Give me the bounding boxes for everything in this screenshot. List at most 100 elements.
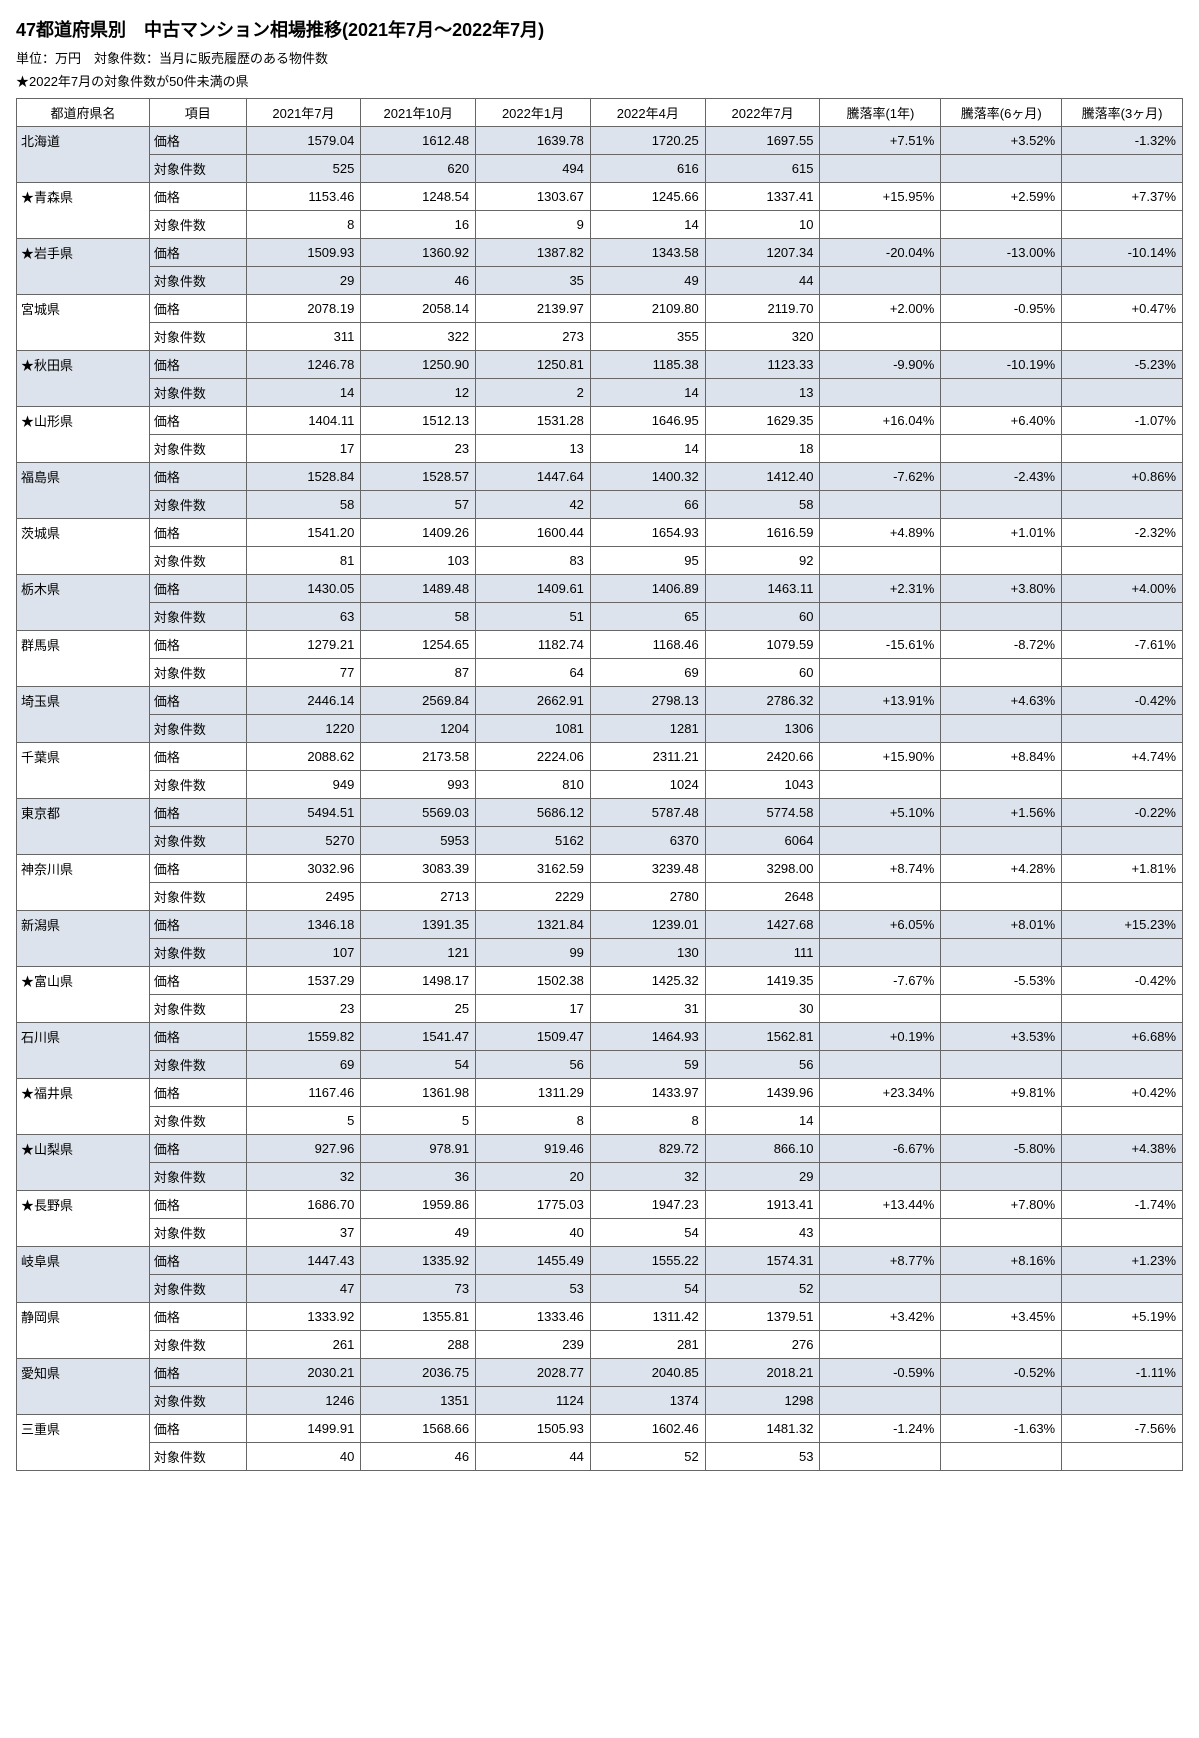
rate-cell-empty bbox=[1062, 715, 1183, 743]
count-cell: 54 bbox=[590, 1275, 705, 1303]
rate-cell: -7.56% bbox=[1062, 1415, 1183, 1443]
rate-cell: -0.22% bbox=[1062, 799, 1183, 827]
price-cell: 1509.93 bbox=[246, 239, 361, 267]
price-cell: 1207.34 bbox=[705, 239, 820, 267]
rate-cell: +5.19% bbox=[1062, 1303, 1183, 1331]
table-row: 対象件数24952713222927802648 bbox=[17, 883, 1183, 911]
rate-cell-empty bbox=[1062, 1275, 1183, 1303]
count-cell: 99 bbox=[476, 939, 591, 967]
count-cell: 281 bbox=[590, 1331, 705, 1359]
rate-cell-empty bbox=[941, 1051, 1062, 1079]
price-cell: 1541.20 bbox=[246, 519, 361, 547]
price-cell: 2028.77 bbox=[476, 1359, 591, 1387]
rate-cell: +1.01% bbox=[941, 519, 1062, 547]
rate-cell-empty bbox=[941, 1275, 1062, 1303]
price-cell: 2420.66 bbox=[705, 743, 820, 771]
price-cell: 1153.46 bbox=[246, 183, 361, 211]
rate-cell-empty bbox=[820, 323, 941, 351]
count-cell: 8 bbox=[590, 1107, 705, 1135]
rate-cell-empty bbox=[941, 155, 1062, 183]
count-cell: 620 bbox=[361, 155, 476, 183]
price-cell: 3162.59 bbox=[476, 855, 591, 883]
rate-cell: +3.52% bbox=[941, 127, 1062, 155]
price-cell: 1775.03 bbox=[476, 1191, 591, 1219]
count-cell: 51 bbox=[476, 603, 591, 631]
rate-cell-empty bbox=[820, 883, 941, 911]
price-cell: 1185.38 bbox=[590, 351, 705, 379]
rate-cell: -7.62% bbox=[820, 463, 941, 491]
price-cell: 927.96 bbox=[246, 1135, 361, 1163]
col-rate-1y: 騰落率(1年) bbox=[820, 99, 941, 127]
price-cell: 1360.92 bbox=[361, 239, 476, 267]
count-cell: 8 bbox=[246, 211, 361, 239]
item-label: 対象件数 bbox=[149, 435, 246, 463]
count-cell: 32 bbox=[590, 1163, 705, 1191]
price-cell: 1447.43 bbox=[246, 1247, 361, 1275]
rate-cell: +15.90% bbox=[820, 743, 941, 771]
item-label: 価格 bbox=[149, 631, 246, 659]
count-cell: 54 bbox=[361, 1051, 476, 1079]
price-cell: 1379.51 bbox=[705, 1303, 820, 1331]
item-label: 対象件数 bbox=[149, 547, 246, 575]
count-cell: 30 bbox=[705, 995, 820, 1023]
price-cell: 1433.97 bbox=[590, 1079, 705, 1107]
price-cell: 2036.75 bbox=[361, 1359, 476, 1387]
price-cell: 978.91 bbox=[361, 1135, 476, 1163]
item-label: 対象件数 bbox=[149, 715, 246, 743]
table-row: 対象件数52705953516263706064 bbox=[17, 827, 1183, 855]
item-label: 価格 bbox=[149, 911, 246, 939]
price-cell: 1335.92 bbox=[361, 1247, 476, 1275]
table-row: 対象件数261288239281276 bbox=[17, 1331, 1183, 1359]
price-cell: 1321.84 bbox=[476, 911, 591, 939]
table-row: 福島県価格1528.841528.571447.641400.321412.40… bbox=[17, 463, 1183, 491]
rate-cell-empty bbox=[1062, 1331, 1183, 1359]
table-row: 三重県価格1499.911568.661505.931602.461481.32… bbox=[17, 1415, 1183, 1443]
rate-cell-empty bbox=[1062, 211, 1183, 239]
rate-cell: +6.05% bbox=[820, 911, 941, 939]
rate-cell-empty bbox=[820, 547, 941, 575]
rate-cell: -1.24% bbox=[820, 1415, 941, 1443]
item-label: 価格 bbox=[149, 1247, 246, 1275]
count-cell: 64 bbox=[476, 659, 591, 687]
col-2022-01: 2022年1月 bbox=[476, 99, 591, 127]
table-row: 宮城県価格2078.192058.142139.972109.802119.70… bbox=[17, 295, 1183, 323]
pref-name: 愛知県 bbox=[17, 1359, 150, 1415]
count-cell: 53 bbox=[705, 1443, 820, 1471]
count-cell: 273 bbox=[476, 323, 591, 351]
rate-cell-empty bbox=[820, 827, 941, 855]
table-row: 新潟県価格1346.181391.351321.841239.011427.68… bbox=[17, 911, 1183, 939]
rate-cell: -2.43% bbox=[941, 463, 1062, 491]
count-cell: 58 bbox=[705, 491, 820, 519]
col-2021-10: 2021年10月 bbox=[361, 99, 476, 127]
rate-cell-empty bbox=[1062, 547, 1183, 575]
price-cell: 1239.01 bbox=[590, 911, 705, 939]
rate-cell-empty bbox=[1062, 155, 1183, 183]
item-label: 対象件数 bbox=[149, 771, 246, 799]
price-cell: 1250.81 bbox=[476, 351, 591, 379]
count-cell: 20 bbox=[476, 1163, 591, 1191]
price-cell: 2088.62 bbox=[246, 743, 361, 771]
price-cell: 2224.06 bbox=[476, 743, 591, 771]
rate-cell-empty bbox=[1062, 435, 1183, 463]
rate-cell: -1.63% bbox=[941, 1415, 1062, 1443]
rate-cell: +7.51% bbox=[820, 127, 941, 155]
rate-cell-empty bbox=[820, 995, 941, 1023]
rate-cell-empty bbox=[820, 1219, 941, 1247]
count-cell: 276 bbox=[705, 1331, 820, 1359]
price-cell: 1391.35 bbox=[361, 911, 476, 939]
price-cell: 829.72 bbox=[590, 1135, 705, 1163]
price-cell: 1245.66 bbox=[590, 183, 705, 211]
count-cell: 81 bbox=[246, 547, 361, 575]
item-label: 対象件数 bbox=[149, 1387, 246, 1415]
price-cell: 1512.13 bbox=[361, 407, 476, 435]
price-cell: 1343.58 bbox=[590, 239, 705, 267]
rate-cell-empty bbox=[820, 659, 941, 687]
price-cell: 1568.66 bbox=[361, 1415, 476, 1443]
table-row: 対象件数4046445253 bbox=[17, 1443, 1183, 1471]
item-label: 対象件数 bbox=[149, 267, 246, 295]
price-cell: 1412.40 bbox=[705, 463, 820, 491]
rate-cell-empty bbox=[941, 1443, 1062, 1471]
rate-cell-empty bbox=[941, 379, 1062, 407]
rate-cell-empty bbox=[820, 1275, 941, 1303]
rate-cell: +7.80% bbox=[941, 1191, 1062, 1219]
